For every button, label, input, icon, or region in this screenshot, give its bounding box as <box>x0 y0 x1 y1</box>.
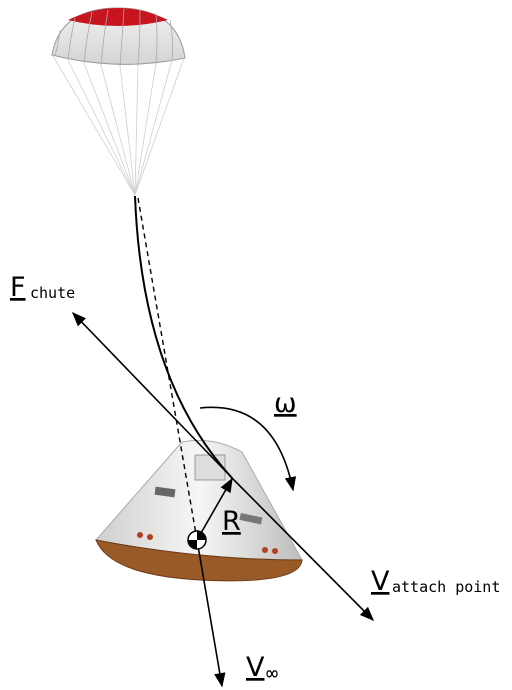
riser <box>134 195 233 479</box>
attach-velocity-arrow <box>233 479 375 622</box>
dashed-line <box>137 197 198 541</box>
free-stream-arrow <box>196 539 226 688</box>
radius-label: R <box>222 506 241 537</box>
chute-force-subscript: chute <box>30 284 75 302</box>
cg-symbol <box>187 530 207 550</box>
free-stream-subscript: ∞ <box>266 661 278 685</box>
free-stream-symbol: V <box>246 652 265 683</box>
omega-label: ω <box>274 388 297 419</box>
parachute <box>51 7 186 196</box>
attach-velocity-symbol: V <box>371 566 390 597</box>
radius-arrow <box>196 477 233 541</box>
chute-force-symbol: F <box>10 272 26 303</box>
attach-velocity-subscript: attach point <box>392 578 500 596</box>
omega-arc <box>199 406 297 492</box>
capsule <box>95 439 303 582</box>
chute-force-arrow <box>72 311 235 481</box>
